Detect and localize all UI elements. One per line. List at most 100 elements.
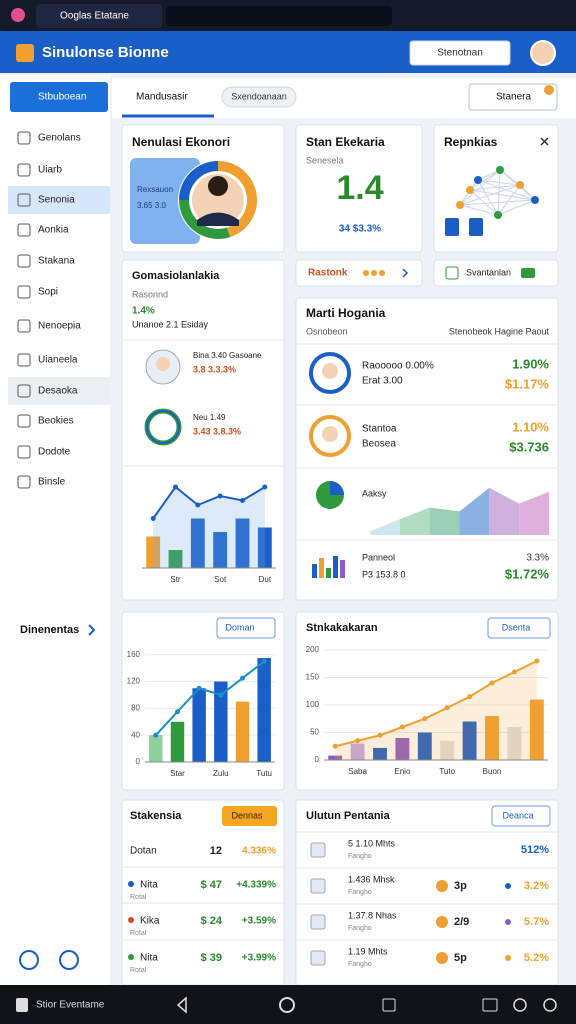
- nav-item[interactable]: Stakana: [38, 256, 75, 267]
- network-edge: [477, 169, 501, 181]
- card-aside: Stenobeok Hagine Paout: [449, 326, 550, 336]
- chevron: [88, 624, 96, 636]
- y-tick-label: 160: [127, 650, 141, 659]
- network-edge: [459, 204, 499, 216]
- x-tick-label: Saba: [348, 767, 367, 776]
- arrow: [402, 268, 409, 278]
- network-edge: [477, 179, 536, 201]
- person-value: 3.8 3.3.3%: [193, 364, 236, 374]
- dropdown[interactable]: [487, 617, 551, 639]
- nav-item[interactable]: Desaoka: [38, 386, 78, 397]
- nav-item[interactable]: Nenoepia: [38, 321, 81, 332]
- address-bar[interactable]: [166, 6, 392, 26]
- card-title: Stnkakakaran: [306, 622, 378, 634]
- nav-item[interactable]: Uiarb: [38, 165, 62, 176]
- bar: [235, 518, 250, 568]
- bar: [529, 699, 544, 760]
- bar: [214, 681, 228, 762]
- row-tag: 3p: [454, 880, 467, 892]
- row-dot: [436, 952, 448, 964]
- network-node: [474, 176, 482, 184]
- network-edge: [469, 184, 521, 191]
- home-button[interactable]: [279, 997, 295, 1013]
- dropdown-label[interactable]: Doman: [225, 622, 254, 632]
- browser-tab[interactable]: [36, 4, 162, 28]
- nav-hover: [8, 377, 110, 405]
- app-title: Sinulonse Bionne: [42, 44, 169, 61]
- browser-logo: [11, 8, 25, 22]
- nav-item[interactable]: Genolans: [38, 133, 81, 144]
- section-link[interactable]: Dinenentas: [20, 624, 79, 636]
- card: [433, 124, 559, 253]
- line-point: [150, 516, 156, 521]
- network-device: [445, 218, 459, 236]
- market-face: [322, 426, 338, 442]
- nav-icon: [16, 998, 28, 1012]
- market-pct: 1.10%: [512, 419, 549, 434]
- x-tick-label: Star: [170, 769, 185, 778]
- search-button[interactable]: [468, 83, 558, 111]
- person-value: 3.43 3.8.3%: [193, 426, 241, 436]
- nav-item[interactable]: Aonkia: [38, 225, 69, 236]
- sidebar-icon: [59, 950, 79, 970]
- portrait: [192, 174, 244, 226]
- dropdown[interactable]: [222, 806, 277, 826]
- back-button[interactable]: [176, 996, 187, 1014]
- nav-icon: [513, 998, 527, 1012]
- line: [155, 660, 265, 736]
- notify-dot: [544, 85, 554, 95]
- x-tick-label: Sot: [214, 575, 227, 584]
- nav-item[interactable]: Senonia: [38, 195, 75, 206]
- mini-bar: [333, 556, 338, 578]
- row-dot: [128, 954, 134, 960]
- nav-icon: [17, 131, 31, 145]
- nav-icon: [17, 254, 31, 268]
- y-tick-label: 80: [131, 703, 140, 712]
- recents-button[interactable]: [382, 998, 396, 1012]
- row-pct: +3.59%: [242, 916, 276, 927]
- dropdown[interactable]: [216, 617, 276, 639]
- network-edge: [469, 189, 499, 216]
- bar: [395, 738, 410, 760]
- y-tick-label: 40: [131, 730, 140, 739]
- dropdown-label[interactable]: Deanca: [502, 810, 533, 820]
- donut-segment: [179, 199, 231, 239]
- row-name: 5 1.10 Mhts: [348, 838, 396, 848]
- stat-delta: 34 $3.3%: [339, 224, 381, 235]
- row-sub: Rotal: [130, 894, 147, 901]
- nav-item[interactable]: Dodote: [38, 447, 71, 458]
- nav-icon: [17, 475, 31, 489]
- line-point: [534, 658, 540, 664]
- profile-value: 3.65 3.0: [137, 201, 166, 210]
- row-sub: Fangho: [348, 961, 372, 968]
- nav-item[interactable]: Binsle: [38, 477, 66, 488]
- nav-icon: [17, 353, 31, 367]
- rating-star: [379, 270, 385, 276]
- row-sub: Fangho: [348, 853, 372, 860]
- network-node: [494, 211, 502, 219]
- nav-item[interactable]: Beokies: [38, 416, 74, 427]
- market-face: [322, 363, 338, 379]
- search-box[interactable]: [409, 40, 511, 66]
- dropdown-label[interactable]: Dennas: [231, 810, 263, 820]
- row-marker: [505, 919, 511, 925]
- dropdown[interactable]: [491, 805, 551, 827]
- mini-bar: [326, 568, 331, 578]
- card: [295, 124, 423, 253]
- bar: [257, 527, 272, 568]
- nav-label[interactable]: Stior Eventame: [36, 1000, 105, 1011]
- card: [121, 259, 285, 601]
- filter-pill[interactable]: [221, 86, 297, 108]
- donut-segment: [217, 161, 257, 238]
- line-point: [355, 738, 361, 744]
- nav-item[interactable]: Sopi: [38, 287, 58, 298]
- tab-active[interactable]: Mandusasir: [136, 92, 188, 103]
- row-name: Nita: [140, 880, 158, 891]
- line-point: [399, 724, 405, 730]
- primary-button[interactable]: [10, 82, 108, 112]
- dropdown-label[interactable]: Dsenta: [502, 622, 531, 632]
- bar: [373, 747, 387, 760]
- nav-item[interactable]: Uianeela: [38, 355, 78, 366]
- line-point: [175, 709, 180, 715]
